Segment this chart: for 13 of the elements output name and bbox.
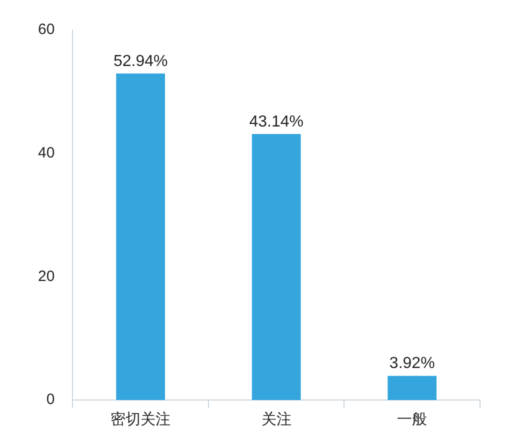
y-tick-label: 60 [38, 21, 55, 38]
bar [116, 74, 166, 400]
data-label: 3.92% [389, 355, 435, 372]
bar [388, 376, 437, 400]
x-tick-label: 一般 [397, 411, 428, 428]
y-tick-label: 0 [46, 391, 55, 408]
data-label: 43.14% [249, 113, 304, 130]
data-label: 52.94% [113, 52, 168, 70]
x-tick-label: 关注 [261, 411, 292, 428]
y-tick-label: 20 [38, 268, 55, 285]
y-tick-label: 40 [38, 144, 55, 162]
x-tick-label: 密切关注 [110, 411, 171, 428]
bar [252, 134, 301, 400]
